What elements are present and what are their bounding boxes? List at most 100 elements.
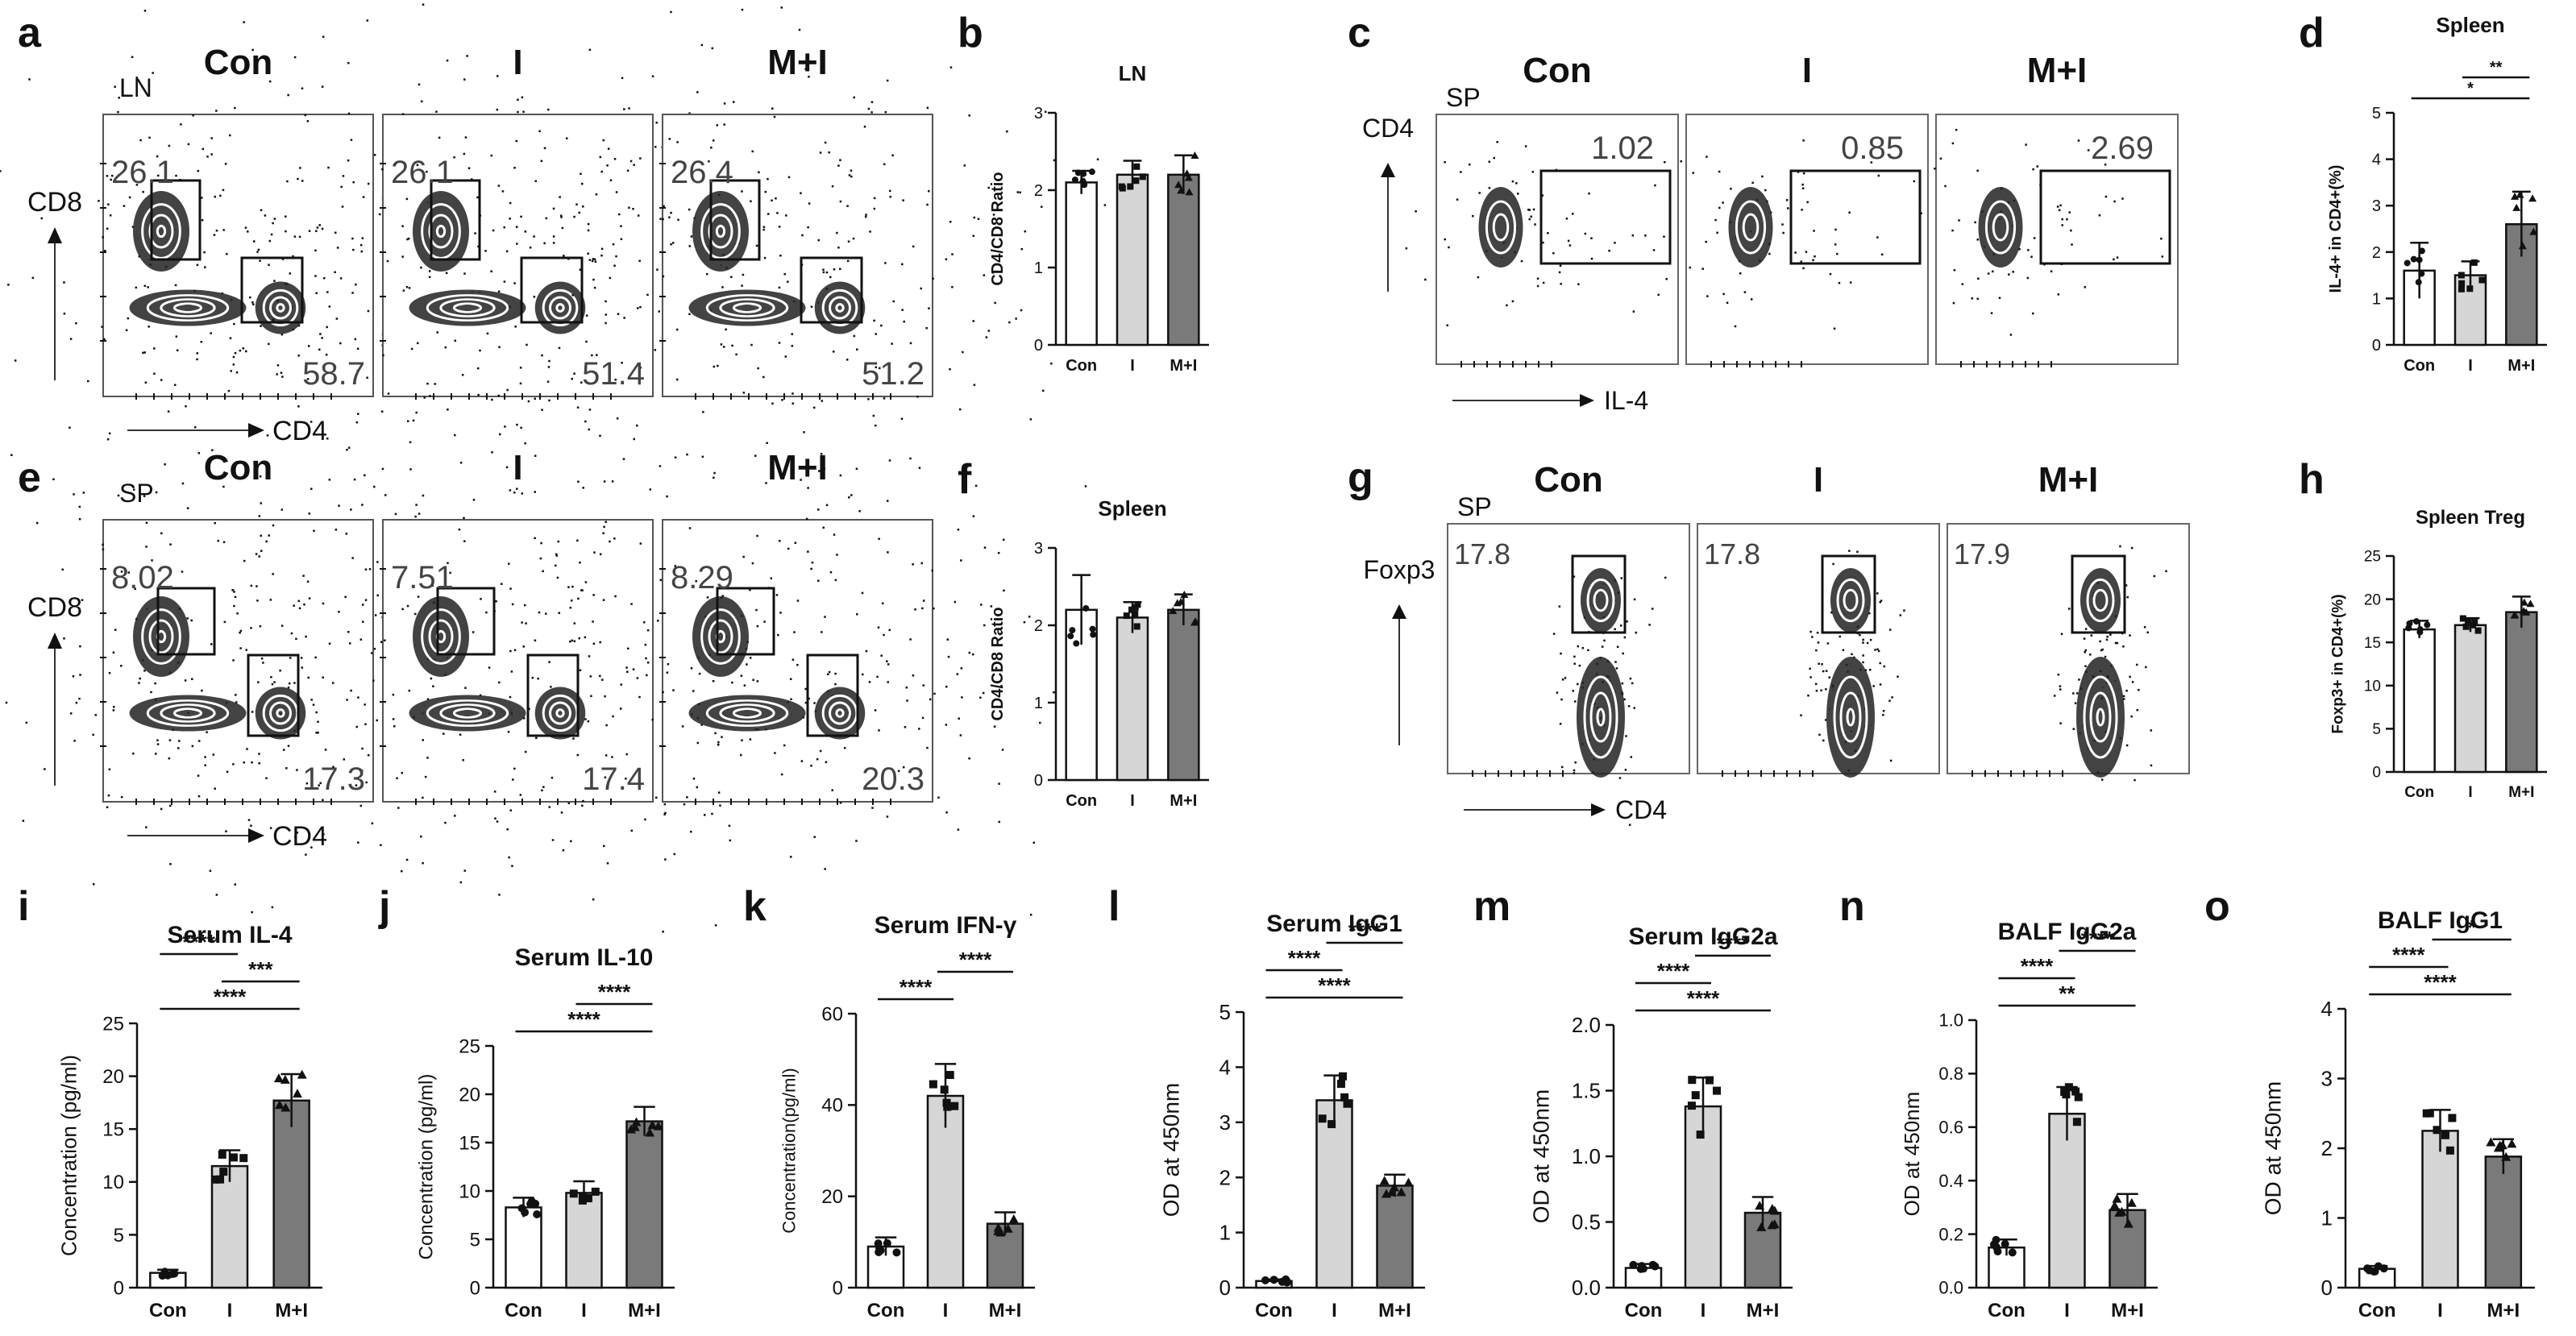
scatter-event: [692, 778, 696, 780]
scatter-event: [790, 698, 792, 700]
scatter-event: [299, 167, 301, 169]
scatter-event: [2057, 674, 2060, 676]
scatter-event: [480, 598, 482, 600]
scatter-event: [1573, 772, 1576, 774]
category-label: I: [2437, 1300, 2443, 1321]
scatter-event: [614, 595, 617, 598]
scatter-event: [325, 353, 328, 356]
foxp3-negative-population-contour: [1580, 667, 1622, 767]
scatter-event: [2083, 637, 2086, 640]
scatter-event: [272, 524, 275, 527]
scatter-event: [258, 555, 260, 558]
x-tick: [819, 393, 821, 400]
scatter-event: [446, 59, 449, 62]
x-tick: [783, 799, 785, 805]
data-point: [273, 1073, 284, 1083]
scatter-event: [638, 695, 641, 699]
scatter-event: [548, 661, 551, 663]
scatter-event: [1019, 191, 1021, 194]
scatter-event: [148, 136, 151, 139]
x-tick: [468, 799, 470, 805]
scatter-event: [250, 627, 252, 629]
scatter-event: [1761, 175, 1764, 178]
scatter-event: [593, 551, 596, 554]
scatter-event: [968, 114, 970, 117]
x-tick: [748, 799, 750, 805]
scatter-event: [416, 164, 419, 167]
category-label: Con: [1255, 1300, 1293, 1321]
scatter-event: [819, 749, 822, 753]
scatter-event: [260, 325, 262, 327]
scatter-event: [615, 255, 617, 258]
scatter-event: [296, 769, 298, 771]
data-point: [1003, 1223, 1013, 1233]
scatter-event: [1876, 648, 1879, 651]
scatter-event: [108, 432, 111, 435]
scatter-event: [758, 171, 760, 174]
x-tick: [2012, 361, 2013, 367]
scatter-event: [35, 521, 39, 525]
x-tick: [1735, 770, 1736, 777]
scatter-event: [287, 93, 289, 97]
scatter-event: [321, 227, 324, 230]
scatter-event: [708, 160, 710, 163]
scatter-event: [833, 533, 836, 536]
tissue-label: SP: [1457, 492, 1492, 521]
scatter-event: [106, 175, 109, 177]
x-tick: [330, 799, 332, 805]
scatter-event: [196, 358, 198, 361]
scatter-event: [350, 508, 352, 511]
x-tick: [1710, 361, 1712, 367]
scatter-event: [813, 836, 816, 839]
scatter-event: [109, 214, 112, 217]
scatter-event: [909, 342, 912, 345]
scatter-event: [646, 662, 650, 664]
scatter-event: [1103, 204, 1107, 206]
y-axis-title: Concentration(pg/ml): [779, 1068, 799, 1233]
category-label: Con: [1625, 1300, 1663, 1321]
x-tick: [1999, 361, 2001, 367]
scatter-event: [762, 375, 765, 379]
gate-upper-value: 26.4: [671, 155, 733, 190]
scatter-event: [357, 696, 359, 699]
scatter-event: [1493, 156, 1495, 160]
y-axis-title: Concentration (pg/ml): [56, 1055, 81, 1256]
scatter-event: [1029, 913, 1032, 916]
scatter-event: [889, 195, 891, 198]
data-point: [2520, 607, 2528, 615]
x-tick: [1722, 770, 1723, 777]
scatter-event: [1987, 272, 1990, 275]
scatter-event: [367, 309, 370, 313]
scatter-event: [212, 753, 215, 756]
scatter-event: [968, 651, 971, 654]
category-label: I: [1701, 1300, 1706, 1321]
scatter-event: [1044, 110, 1047, 114]
scatter-event: [588, 259, 592, 261]
cd4-population-contour: [835, 303, 845, 313]
scatter-event: [350, 139, 353, 141]
panel-letter-h: h: [2299, 456, 2325, 503]
scatter-event: [713, 365, 716, 368]
scatter-event: [904, 726, 907, 728]
scatter-event: [78, 505, 81, 508]
scatter-event: [555, 564, 557, 567]
scatter-event: [301, 666, 304, 669]
scatter-event: [582, 205, 584, 208]
scatter-event: [301, 293, 304, 297]
scatter-event: [551, 839, 555, 841]
foxp3-negative-population-contour: [1589, 691, 1612, 743]
scatter-event: [1805, 251, 1808, 253]
plot-frame: [1935, 114, 2179, 365]
scatter-event: [111, 174, 114, 177]
y-tick-label: 15: [102, 1119, 124, 1141]
scatter-event: [1560, 652, 1562, 655]
scatter-event: [605, 313, 608, 316]
x-tick: [242, 799, 243, 805]
scatter-event: [392, 693, 395, 696]
significance-label: **: [2059, 981, 2075, 1006]
scatter-event: [778, 286, 781, 289]
cd8-population-contour: [704, 208, 737, 255]
scatter-event: [2030, 255, 2033, 258]
scatter-event: [178, 740, 181, 742]
